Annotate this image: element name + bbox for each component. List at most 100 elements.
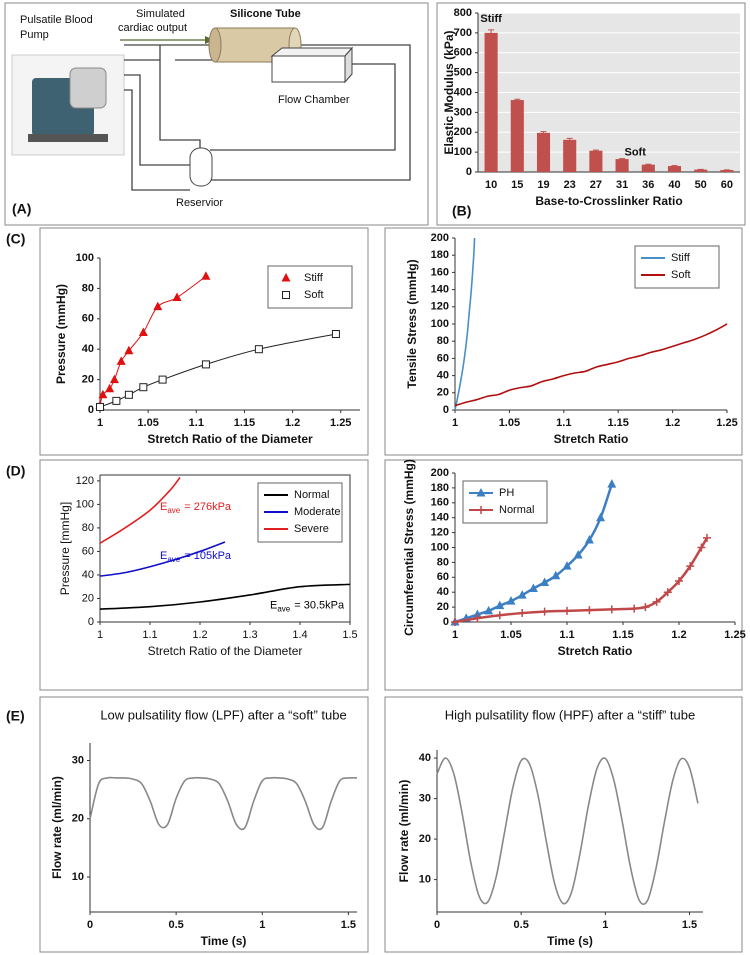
y-axis-label: Pressure [mmHg]: [58, 502, 72, 595]
output-label: Simulated cardiac output: [118, 8, 187, 34]
marker: [153, 301, 163, 311]
chart: 10 20 30 0 0.5 1 1.5 Low pulsatility flow (LPF)…: [50, 707, 358, 948]
y-tick-label: 800: [454, 7, 472, 19]
y-tick-label: 100: [454, 146, 472, 158]
axis-line: [436, 750, 703, 913]
panel-frame: [39, 227, 369, 456]
marker: [562, 561, 572, 570]
y-tick-label: 200: [431, 467, 449, 479]
x-tick-label: 40: [668, 179, 680, 191]
legend-label: Normal: [499, 504, 534, 516]
tube-end: [208, 27, 222, 63]
bar: [641, 164, 655, 172]
pipes: [124, 44, 411, 191]
y-tick-label: 40: [437, 586, 449, 598]
line: [454, 237, 476, 411]
y-tick-label: 180: [431, 249, 449, 261]
marker: [518, 609, 527, 618]
y-tick-label: 10: [72, 871, 84, 883]
pipe: [159, 60, 201, 148]
y-tick-label: 80: [437, 335, 449, 347]
legend-marker: [477, 506, 485, 514]
y-tick-label: 40: [82, 569, 94, 581]
line: [436, 757, 699, 906]
reservoir-label: Reservior: [176, 197, 223, 209]
y-tick-label: 0: [466, 166, 472, 178]
legend-box: [634, 245, 720, 289]
legend-label: Soft: [671, 269, 691, 281]
marker: [540, 577, 550, 587]
y-tick-label: 20: [419, 833, 431, 845]
error-bar: [488, 29, 495, 36]
axis-line: [89, 743, 357, 913]
error-bar: [514, 98, 521, 101]
x-tick-label: 1.1: [559, 629, 574, 641]
tube-label: Silicone Tube: [230, 8, 301, 20]
panel-label: (A): [12, 201, 31, 217]
label-line: Simulated: [136, 8, 185, 20]
x-tick-label: 1: [97, 417, 103, 429]
marker: [484, 605, 494, 615]
chamber-label: Flow Chamber: [278, 94, 350, 106]
marker: [686, 562, 695, 571]
marker: [630, 604, 639, 613]
marker: [551, 570, 561, 580]
x-tick-label: 1.5: [682, 919, 697, 931]
y-tick-label: 80: [82, 282, 94, 294]
x-axis-label: Stretch Ratio of the Diameter: [147, 432, 313, 446]
marker: [105, 383, 115, 393]
legend-label: Stiff: [304, 272, 324, 284]
x-tick-label: 1.1: [142, 629, 157, 641]
marker: [607, 605, 616, 614]
bar: [589, 150, 603, 172]
marker: [254, 345, 263, 354]
legend-label: PH: [499, 487, 514, 499]
y-tick-label: 100: [431, 541, 449, 553]
legend-marker: [281, 273, 291, 282]
marker: [331, 330, 340, 338]
marker: [703, 533, 711, 542]
y-tick-label: 200: [431, 232, 449, 244]
annotation: Stiff: [480, 13, 502, 25]
x-tick-label: 1.25: [330, 417, 351, 429]
marker: [528, 583, 538, 592]
y-tick-label: 40: [419, 752, 431, 764]
marker: [540, 607, 549, 616]
chart-title: High pulsatility flow (HPF) after a “sti…: [445, 707, 695, 722]
x-tick-label: 19: [537, 179, 549, 191]
y-tick-label: 300: [454, 106, 472, 118]
marker: [138, 327, 148, 336]
annotation: Eave = 276kPa: [160, 501, 232, 515]
annotation-part: E: [160, 550, 167, 562]
plot-frame: [100, 474, 351, 622]
marker: [652, 597, 661, 606]
y-tick-label: 200: [454, 126, 472, 138]
marker: [109, 374, 119, 384]
x-tick-label: 1: [97, 629, 103, 641]
x-axis-label: Time (s): [547, 934, 593, 948]
marker: [473, 614, 482, 623]
chart: 0 100 200 300 400 500 600 700 800 10 15 19 23 27 31 36 4…: [442, 7, 740, 208]
legend-box: [462, 480, 548, 524]
chart-title: Low pulsatility flow (LPF) after a “soft…: [100, 707, 346, 722]
y-tick-label: 140: [431, 512, 449, 524]
x-tick-label: 1.25: [716, 417, 737, 429]
x-tick-label: 15: [511, 179, 523, 191]
fit-line: [99, 333, 337, 408]
bar: [484, 32, 498, 172]
chamber-top: [270, 47, 354, 57]
chart: 0 20 40 60 80 100 120 140 160 180 200 1 1.05 1.1 1.15 1…: [405, 232, 738, 446]
y-tick-label: 120: [76, 475, 94, 487]
bar: [694, 169, 708, 172]
x-axis-label: Base-to-Crosslinker Ratio: [535, 194, 682, 208]
panel-label: (D): [6, 463, 25, 479]
y-tick-label: 100: [431, 318, 449, 330]
annotation: Soft: [625, 147, 647, 159]
marker: [517, 590, 527, 599]
chart: 10 20 30 40 0 0.5 1 1.5 High pulsatility flow (H…: [397, 707, 703, 948]
marker: [201, 271, 211, 280]
y-tick-label: 20: [82, 592, 94, 604]
panel-frame: [39, 459, 369, 691]
bar: [667, 166, 682, 172]
